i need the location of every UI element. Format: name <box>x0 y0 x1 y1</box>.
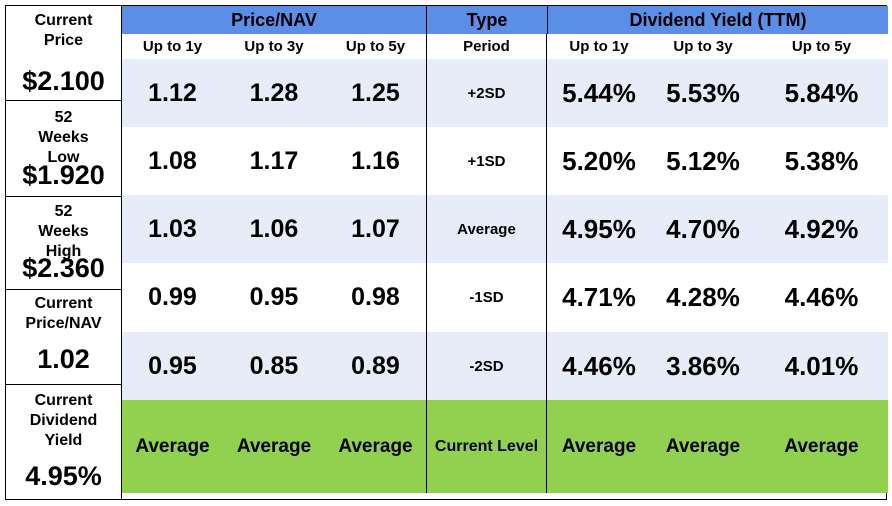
column-header: Up to 5y <box>755 34 888 59</box>
current-price-value: $2.100 <box>22 66 105 96</box>
dividend-yield-cell: 3.86% <box>651 332 755 400</box>
price-nav-cell: 1.16 <box>325 127 426 195</box>
period-cell: +2SD <box>426 59 547 127</box>
price-nav-cell: 1.12 <box>122 59 223 127</box>
period-cell: +1SD <box>426 127 547 195</box>
dividend-yield-cell: 5.53% <box>651 59 755 127</box>
dividend-yield-status-cell: Average <box>755 400 888 493</box>
period-cell: -2SD <box>426 332 547 400</box>
dividend-yield-cell: 5.20% <box>547 127 651 195</box>
period-cell: -1SD <box>426 263 547 332</box>
price-nav-status-cell: Average <box>223 400 325 493</box>
current-price-nav-label: Current Price/NAV <box>25 295 102 332</box>
price-nav-cell: 1.28 <box>223 59 325 127</box>
price-nav-cell: 1.25 <box>325 59 426 127</box>
dividend-yield-header: Dividend Yield (TTM) <box>547 6 888 34</box>
dividend-yield-status-cell: Average <box>547 400 651 493</box>
price-nav-cell: 0.85 <box>223 332 325 400</box>
dividend-yield-cell: 4.01% <box>755 332 888 400</box>
dividend-yield-cell: 4.46% <box>755 263 888 332</box>
dividend-yield-status-cell: Average <box>651 400 755 493</box>
low-52w-block: 52 Weeks Low $1.920 <box>6 100 121 196</box>
dividend-yield-cell: 5.38% <box>755 127 888 195</box>
price-nav-cell: 1.06 <box>223 195 325 263</box>
current-yield-label: Current Dividend Yield <box>29 392 98 449</box>
dividend-yield-cell: 4.92% <box>755 195 888 263</box>
price-nav-cell: 1.08 <box>122 127 223 195</box>
current-price-block: Current Price $2.100 <box>6 6 121 100</box>
type-header: Type <box>426 6 547 34</box>
dividend-yield-cell: 4.70% <box>651 195 755 263</box>
high-52w-value: $2.360 <box>22 253 105 283</box>
current-level-cell: Current Level <box>426 400 547 493</box>
column-header: Up to 3y <box>651 34 755 59</box>
dividend-yield-cell: 4.28% <box>651 263 755 332</box>
valuation-table: Price/NAV Type Dividend Yield (TTM) Up t… <box>121 5 888 500</box>
high-52w-label: 52 Weeks High <box>38 203 89 260</box>
current-yield-value: 4.95% <box>25 461 102 491</box>
price-nav-header: Price/NAV <box>122 6 426 34</box>
column-header: Period <box>426 34 547 59</box>
current-yield-block: Current Dividend Yield 4.95% <box>6 384 121 501</box>
price-nav-cell: 0.89 <box>325 332 426 400</box>
current-price-nav-value: 1.02 <box>37 344 90 374</box>
dividend-yield-cell: 5.84% <box>755 59 888 127</box>
current-price-label: Current Price <box>34 12 93 49</box>
price-nav-cell: 0.95 <box>122 332 223 400</box>
price-nav-cell: 0.95 <box>223 263 325 332</box>
dividend-yield-cell: 4.95% <box>547 195 651 263</box>
low-52w-label: 52 Weeks Low <box>38 109 89 166</box>
price-nav-cell: 0.98 <box>325 263 426 332</box>
low-52w-value: $1.920 <box>22 160 105 190</box>
period-cell: Average <box>426 195 547 263</box>
price-nav-status-cell: Average <box>122 400 223 493</box>
summary-panel: Current Price $2.100 52 Weeks Low $1.920… <box>5 5 122 500</box>
current-price-nav-block: Current Price/NAV 1.02 <box>6 289 121 384</box>
price-nav-cell: 1.17 <box>223 127 325 195</box>
price-nav-cell: 1.03 <box>122 195 223 263</box>
column-header: Up to 3y <box>223 34 325 59</box>
dividend-yield-cell: 4.71% <box>547 263 651 332</box>
price-nav-cell: 1.07 <box>325 195 426 263</box>
high-52w-block: 52 Weeks High $2.360 <box>6 196 121 289</box>
price-nav-cell: 0.99 <box>122 263 223 332</box>
dividend-yield-cell: 5.44% <box>547 59 651 127</box>
column-header: Up to 1y <box>122 34 223 59</box>
price-nav-status-cell: Average <box>325 400 426 493</box>
column-header: Up to 1y <box>547 34 651 59</box>
dividend-yield-cell: 4.46% <box>547 332 651 400</box>
dividend-yield-cell: 5.12% <box>651 127 755 195</box>
column-header: Up to 5y <box>325 34 426 59</box>
